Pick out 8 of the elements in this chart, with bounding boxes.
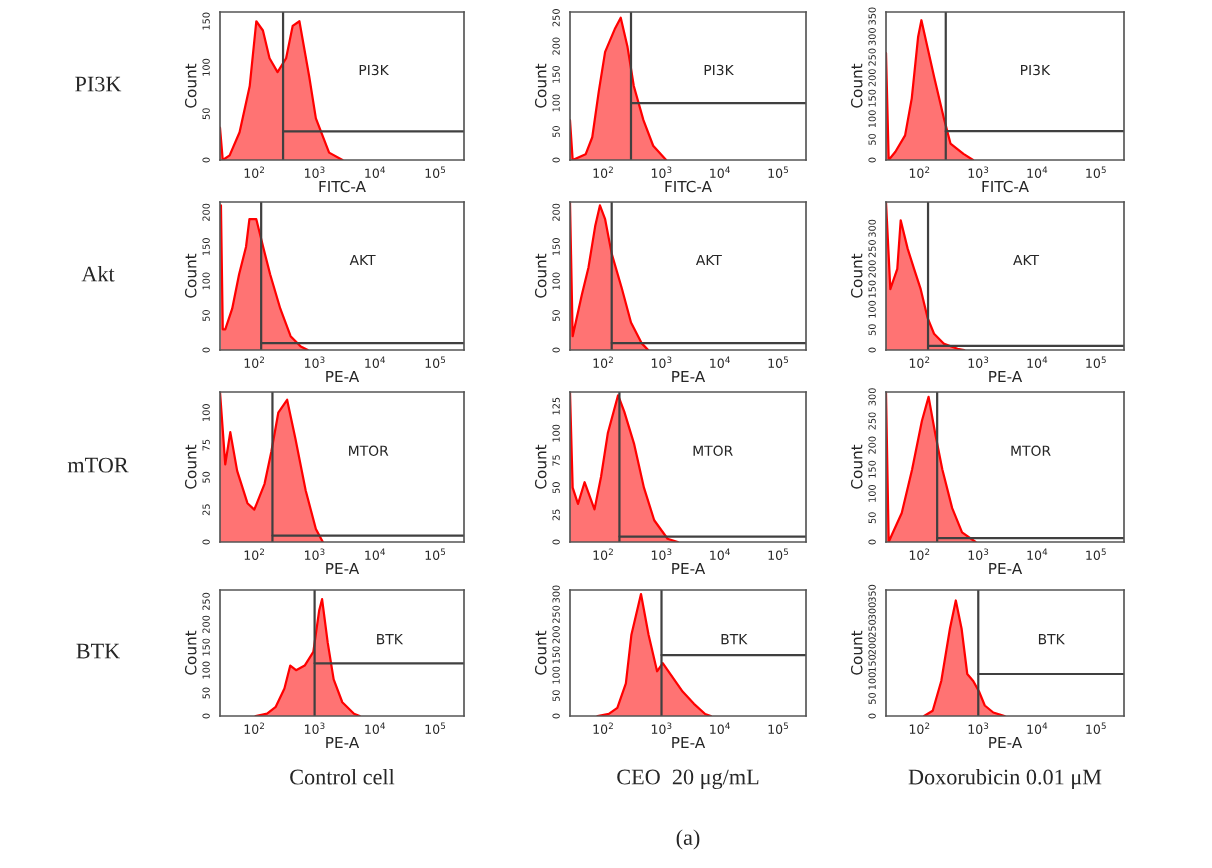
- text: mTOR: [67, 457, 129, 473]
- text: Control cell: [290, 768, 395, 785]
- text: Akt: [81, 265, 115, 282]
- text: (a): [676, 829, 700, 850]
- text: CEO 20 μg/mL: [617, 769, 759, 790]
- text: PI3K: [75, 76, 122, 92]
- text: Doxorubicin 0.01 μM: [908, 768, 1102, 790]
- text: BTK: [76, 643, 120, 659]
